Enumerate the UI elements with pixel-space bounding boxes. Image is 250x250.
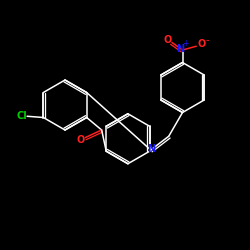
Text: N: N — [147, 144, 155, 154]
Text: O: O — [77, 134, 85, 144]
Text: N: N — [176, 44, 184, 54]
Text: Cl: Cl — [16, 111, 27, 121]
Text: O: O — [197, 39, 205, 49]
Text: O: O — [164, 36, 172, 46]
Text: -: - — [206, 35, 210, 45]
Text: +: + — [182, 38, 189, 48]
